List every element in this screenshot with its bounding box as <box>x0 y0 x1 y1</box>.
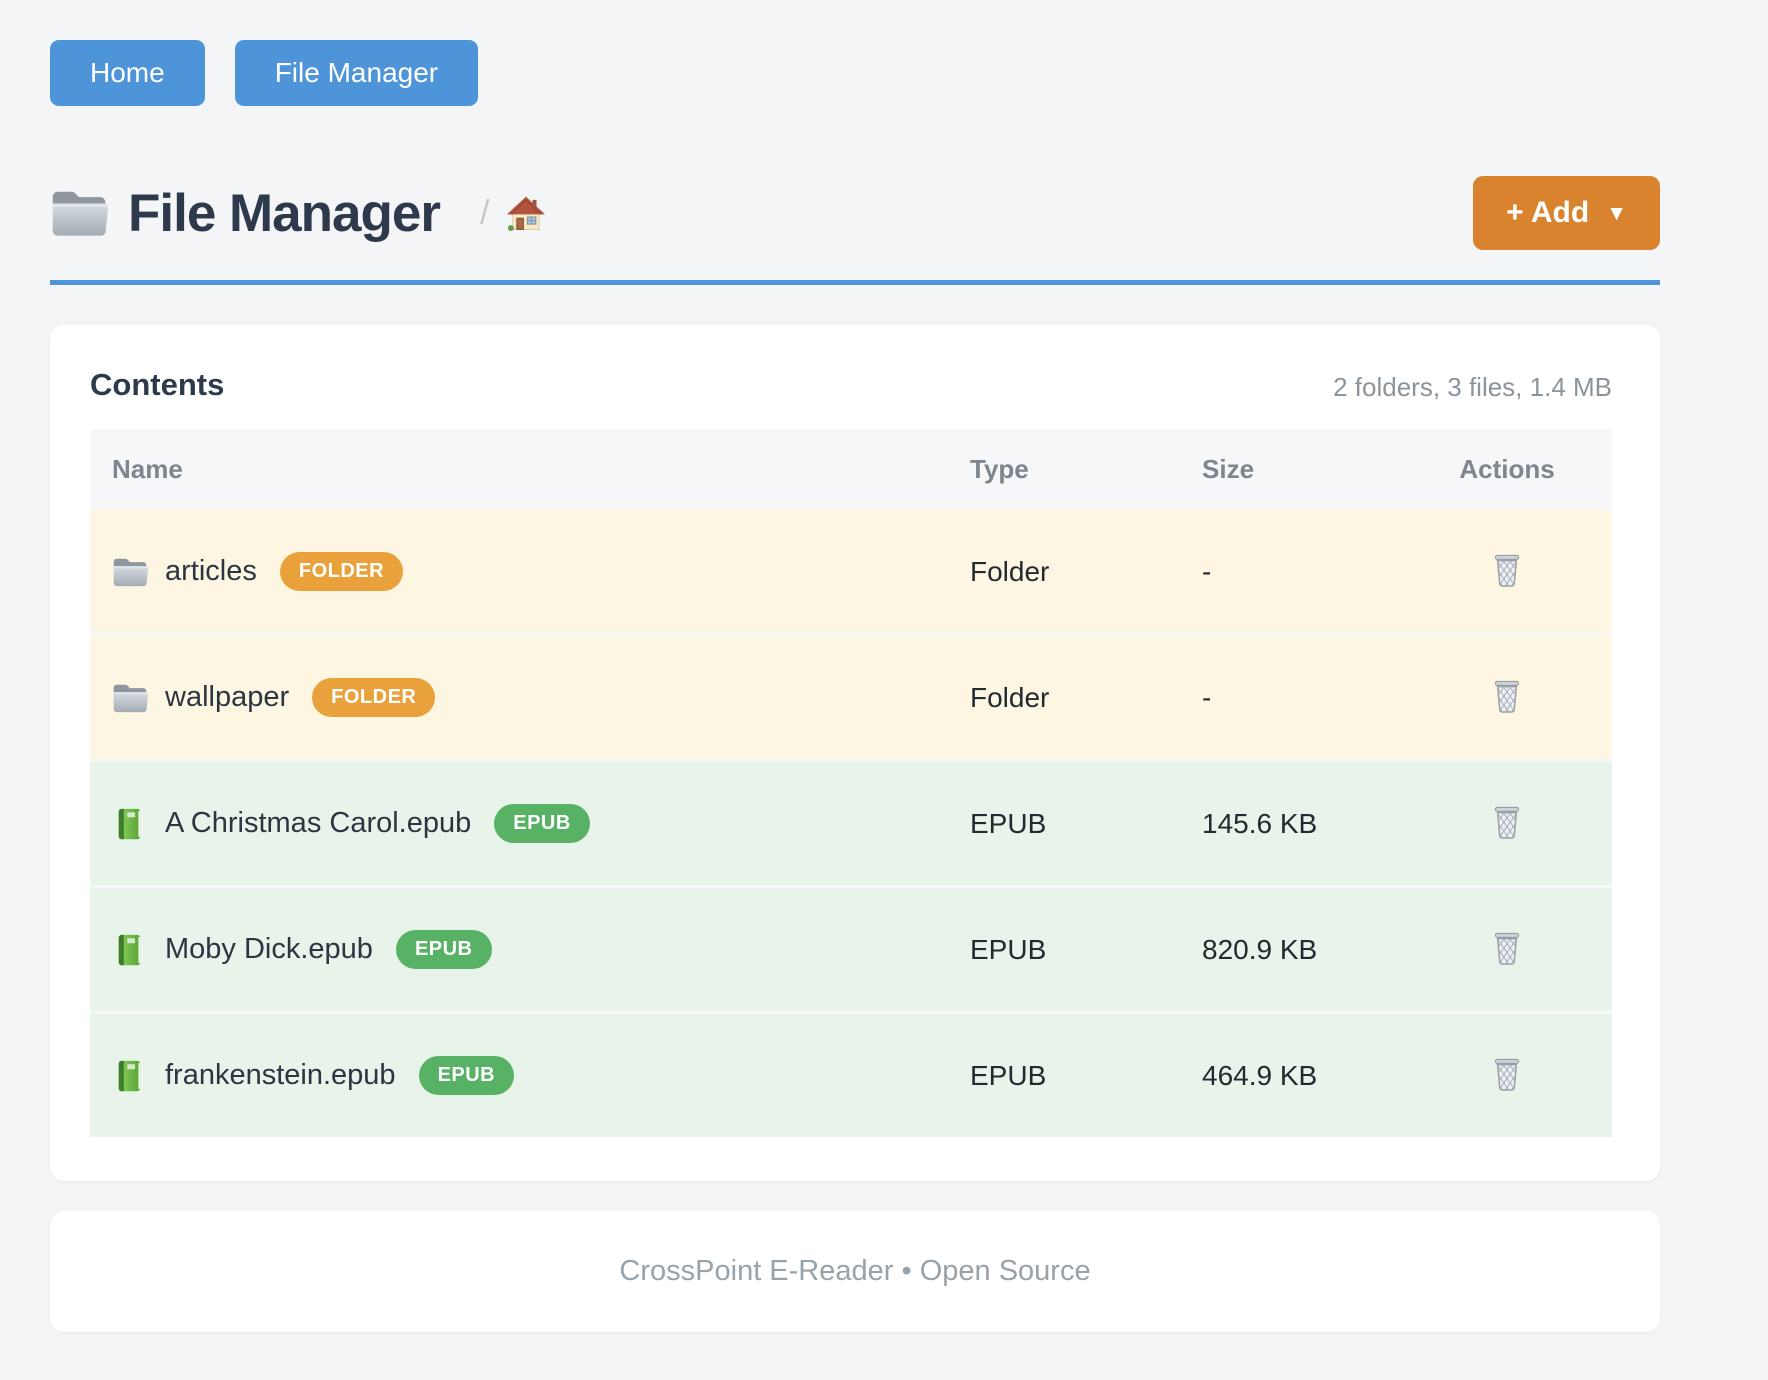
file-table: Name Type Size Actions articles FOLDER F… <box>90 429 1612 1137</box>
column-header-name: Name <box>112 454 183 484</box>
add-button-label: + Add <box>1506 196 1590 229</box>
nav-home-button[interactable]: Home <box>50 40 205 106</box>
trash-icon <box>1487 676 1527 716</box>
contents-heading: Contents <box>90 367 225 402</box>
page-title: File Manager <box>128 183 441 243</box>
footer-text: CrossPoint E-Reader • Open Source <box>619 1255 1091 1287</box>
nav-file-manager-button[interactable]: File Manager <box>234 40 479 106</box>
folder-icon <box>112 680 148 716</box>
type-cell: Folder <box>970 555 1050 587</box>
book-icon <box>112 806 148 842</box>
trash-icon <box>1487 550 1527 590</box>
table-row[interactable]: articles FOLDER Folder - <box>90 510 1612 635</box>
size-cell: - <box>1202 555 1212 587</box>
type-badge: EPUB <box>494 804 590 843</box>
table-row[interactable]: A Christmas Carol.epub EPUB EPUB 145.6 K… <box>90 760 1612 887</box>
file-name: A Christmas Carol.epub <box>165 807 472 839</box>
table-row[interactable]: Moby Dick.epub EPUB EPUB 820.9 KB <box>90 886 1612 1013</box>
page-container: Home File Manager File Manager / + Add ▼… <box>50 0 1660 1332</box>
delete-button[interactable] <box>1483 798 1531 846</box>
type-badge: EPUB <box>418 1056 515 1095</box>
title-divider <box>50 280 1660 285</box>
type-badge: FOLDER <box>279 552 404 591</box>
contents-card-header: Contents 2 folders, 3 files, 1.4 MB <box>90 367 1612 403</box>
house-icon[interactable] <box>505 192 547 234</box>
type-cell: EPUB <box>970 933 1047 965</box>
type-badge: EPUB <box>395 930 492 969</box>
book-icon <box>112 932 148 968</box>
folder-icon <box>112 554 148 590</box>
folder-icon <box>50 187 108 239</box>
column-header-size: Size <box>1202 454 1255 484</box>
trash-icon <box>1487 802 1527 842</box>
size-cell: - <box>1202 681 1212 713</box>
add-button[interactable]: + Add ▼ <box>1473 176 1660 250</box>
table-header-row: Name Type Size Actions <box>90 429 1612 510</box>
breadcrumb: / <box>480 192 547 234</box>
delete-button[interactable] <box>1483 546 1531 594</box>
contents-summary: 2 folders, 3 files, 1.4 MB <box>1333 372 1612 402</box>
delete-button[interactable] <box>1483 672 1531 720</box>
column-header-type: Type <box>970 454 1029 484</box>
table-row[interactable]: wallpaper FOLDER Folder - <box>90 634 1612 761</box>
file-name: Moby Dick.epub <box>165 933 373 965</box>
size-cell: 464.9 KB <box>1202 1059 1318 1091</box>
delete-button[interactable] <box>1483 924 1531 972</box>
page-header: File Manager / + Add ▼ <box>50 176 1660 250</box>
top-navigation: Home File Manager <box>50 0 1660 106</box>
footer: CrossPoint E-Reader • Open Source <box>50 1211 1660 1332</box>
type-cell: EPUB <box>970 1059 1047 1091</box>
size-cell: 820.9 KB <box>1202 933 1318 965</box>
type-badge: FOLDER <box>312 678 436 717</box>
column-header-actions: Actions <box>1459 454 1555 484</box>
type-cell: Folder <box>970 681 1050 713</box>
chevron-down-icon: ▼ <box>1606 201 1627 225</box>
trash-icon <box>1487 1054 1527 1094</box>
delete-button[interactable] <box>1483 1050 1531 1098</box>
trash-icon <box>1487 928 1527 968</box>
table-row[interactable]: frankenstein.epub EPUB EPUB 464.9 KB <box>90 1012 1612 1137</box>
breadcrumb-separator: / <box>479 193 490 232</box>
type-cell: EPUB <box>970 807 1047 839</box>
file-name: frankenstein.epub <box>165 1059 396 1091</box>
file-name: articles <box>165 555 257 587</box>
book-icon <box>112 1058 148 1094</box>
file-name: wallpaper <box>165 681 290 713</box>
contents-card: Contents 2 folders, 3 files, 1.4 MB Name… <box>50 325 1660 1181</box>
size-cell: 145.6 KB <box>1202 807 1318 839</box>
